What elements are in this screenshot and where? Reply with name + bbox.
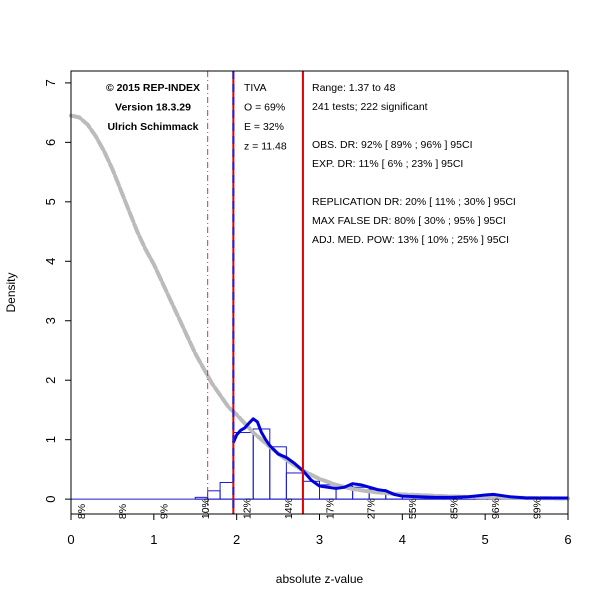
x-tick-label: 5: [482, 532, 489, 547]
y-tick-label: 2: [43, 377, 58, 384]
histogram-bar: [207, 490, 221, 500]
y-tick-label: 4: [43, 258, 58, 265]
stats-line: ADJ. MED. POW: 13% [ 10% ; 25% ] 95CI: [312, 234, 509, 246]
bin-power-labels-layer: 8% 8% 9% 10% 12% 14% 17% 27% 55% 85% 96% 99%: [76, 498, 544, 519]
copyright-line: © 2015 REP-INDEX: [106, 82, 200, 94]
criterion-lines-layer: [207, 71, 304, 514]
annotation-layer: © 2015 REP-INDEX Version 18.3.29 Ulrich Sc…: [106, 82, 516, 246]
y-tick-label: 1: [43, 436, 58, 443]
bin-power-label: 55%: [407, 498, 419, 519]
observed-density-curve: [231, 417, 568, 500]
y-tick-label: 6: [43, 139, 58, 146]
tiva-line: E = 32%: [244, 121, 284, 133]
histogram-bar: [285, 472, 304, 500]
x-axis-title: absolute z-value: [276, 572, 364, 586]
y-tick-label: 5: [43, 198, 58, 205]
x-tick-label: 3: [316, 532, 323, 547]
plot-frame: [70, 70, 569, 515]
y-tick-label: 7: [43, 79, 58, 86]
observed-density-layer: [231, 417, 568, 500]
stats-line: EXP. DR: 11% [ 6% ; 23% ] 95CI: [312, 158, 463, 170]
copyright-line: Version 18.3.29: [115, 102, 191, 114]
expected-density-curve: [69, 113, 570, 501]
tiva-line: TIVA: [244, 82, 267, 94]
stats-line: 241 tests; 222 significant: [312, 101, 428, 113]
expected-density-layer: [69, 113, 570, 501]
x-tick-label: 2: [233, 532, 240, 547]
x-tick-label: 6: [564, 532, 571, 547]
bin-power-label: 12%: [241, 498, 253, 519]
y-tick-label: 0: [43, 496, 58, 503]
x-tick-label: 0: [67, 532, 74, 547]
stats-line: REPLICATION DR: 20% [ 11% ; 30% ] 95CI: [312, 196, 516, 208]
bin-power-label: 27%: [366, 498, 378, 519]
stats-line: MAX FALSE DR: 80% [ 30% ; 95% ] 95CI: [312, 215, 506, 227]
y-tick-label: 3: [43, 317, 58, 324]
stats-line: Range: 1.37 to 48: [312, 82, 396, 94]
bin-power-label: 99%: [531, 498, 543, 519]
tiva-line: O = 69%: [244, 102, 285, 114]
bin-power-label: 8%: [117, 504, 129, 519]
x-tick-label: 4: [399, 532, 406, 547]
bin-power-label: 17%: [324, 498, 336, 519]
bin-power-label: 85%: [449, 498, 461, 519]
y-axis-title: Density: [4, 272, 18, 312]
histogram-bar: [219, 481, 234, 500]
axes-layer: 0 1 2 3 4 5 6 0 1 2 3 4 5 6 7 absolute z-value Density: [4, 70, 572, 586]
bin-power-label: 8%: [76, 504, 88, 519]
bin-power-label: 96%: [490, 498, 502, 519]
histogram-layer: [71, 428, 569, 500]
x-tick-label: 1: [150, 532, 157, 547]
stats-line: OBS. DR: 92% [ 89% ; 96% ] 95CI: [312, 139, 473, 151]
bin-power-label: 10%: [200, 498, 212, 519]
bin-power-label: 14%: [283, 498, 295, 519]
copyright-line: Ulrich Schimmack: [107, 121, 198, 133]
bin-power-label: 9%: [159, 504, 171, 519]
tiva-line: z = 11.48: [244, 141, 287, 153]
histogram-bar: [232, 432, 254, 500]
